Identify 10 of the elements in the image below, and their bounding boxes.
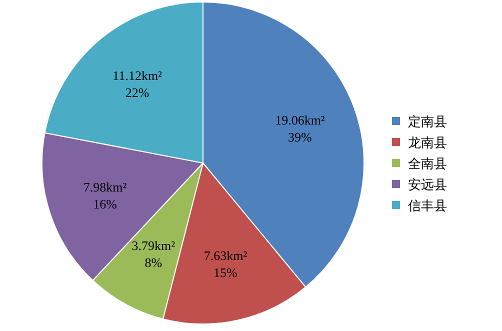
legend-label: 全南县	[408, 156, 447, 171]
legend-label: 安远县	[408, 177, 447, 192]
legend-label: 信丰县	[408, 198, 447, 213]
legend-label: 定南县	[408, 114, 447, 129]
legend-label: 龙南县	[408, 135, 447, 150]
data-label: 11.12km² 22%	[112, 68, 162, 100]
data-label: 7.98km² 16%	[83, 179, 127, 212]
data-label: 3.79km² 8%	[132, 238, 176, 270]
data-label: 19.06km² 39%	[275, 112, 325, 145]
data-label: 7.63km² 15%	[204, 248, 248, 280]
